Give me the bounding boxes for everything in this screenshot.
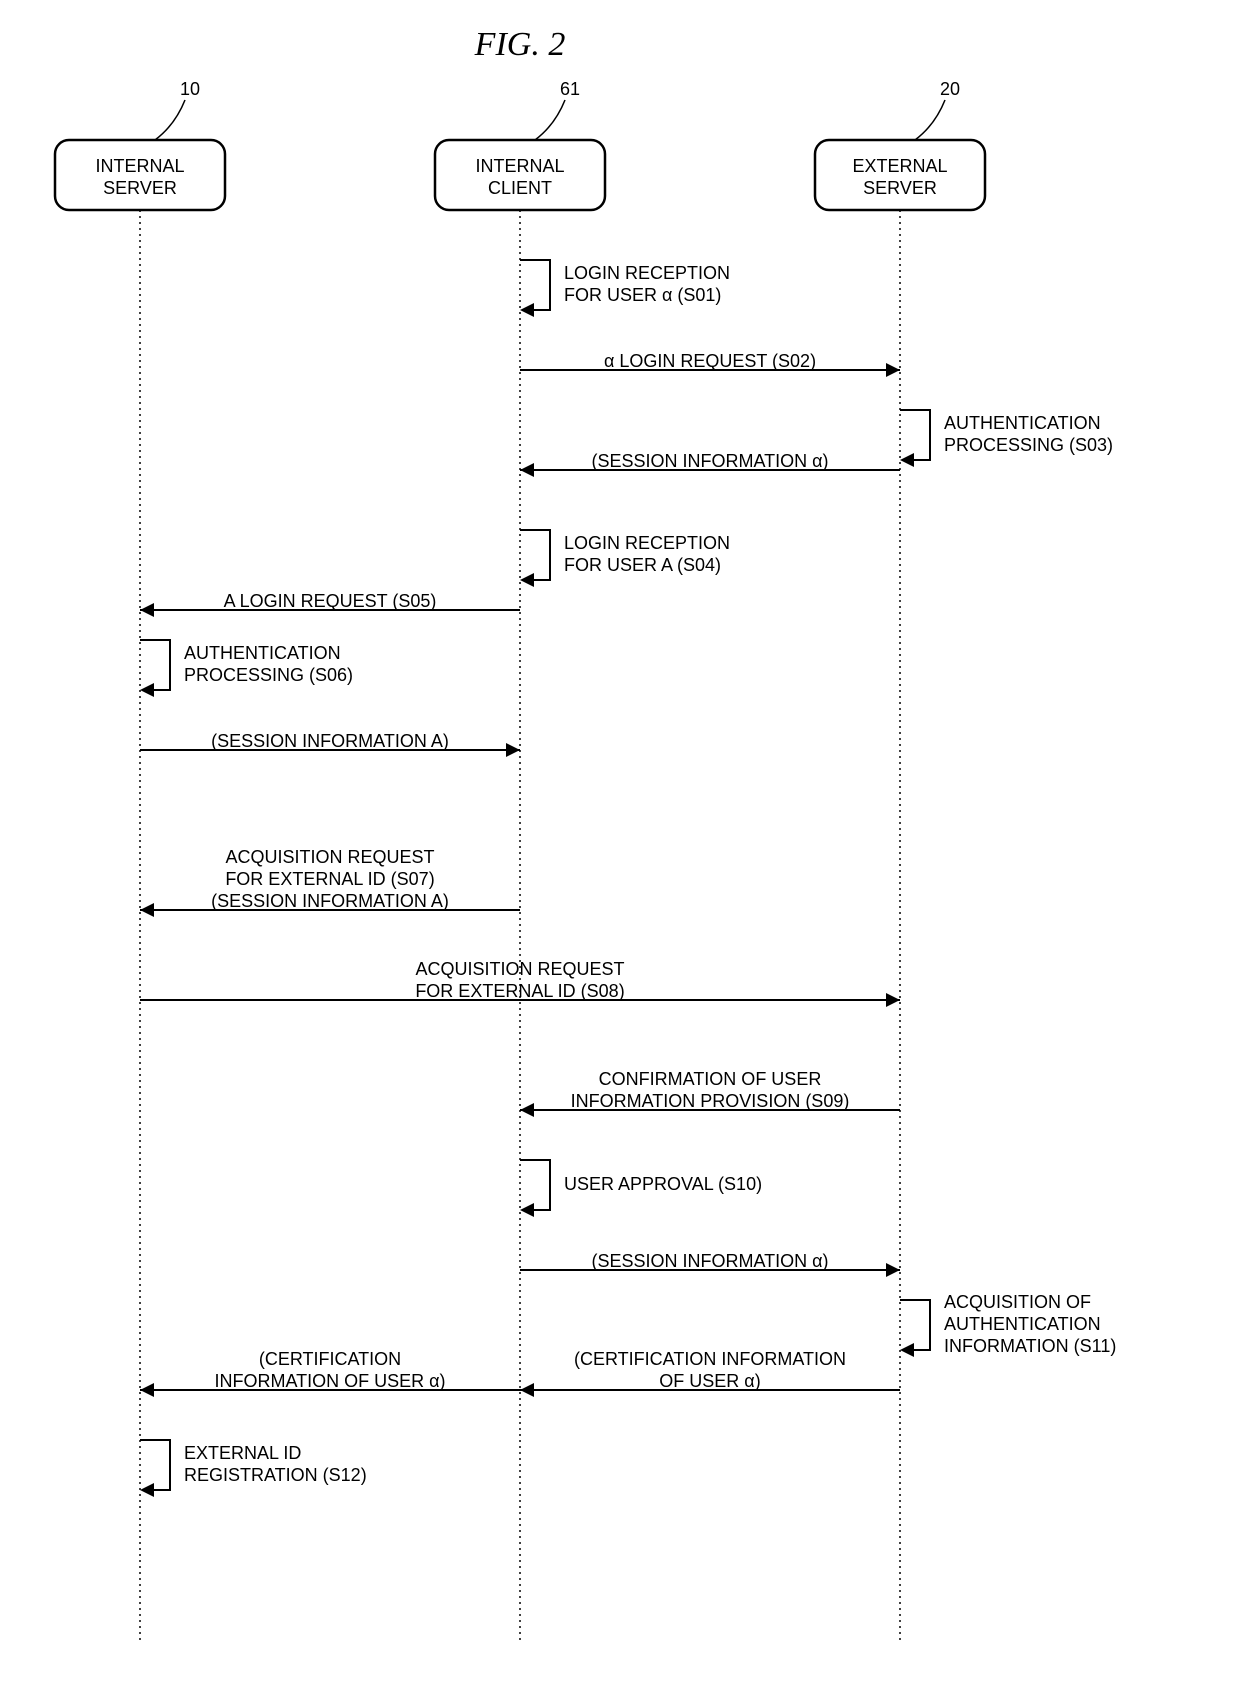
svg-text:INFORMATION OF USER α): INFORMATION OF USER α) (214, 1371, 445, 1391)
svg-text:INTERNAL: INTERNAL (475, 156, 564, 176)
svg-text:SERVER: SERVER (863, 178, 937, 198)
message-s11: ACQUISITION OFAUTHENTICATIONINFORMATION … (900, 1292, 1116, 1357)
svg-text:LOGIN RECEPTION: LOGIN RECEPTION (564, 533, 730, 553)
message-s11r1: (CERTIFICATION INFORMATIONOF USER α) (520, 1349, 900, 1397)
message-s09: CONFIRMATION OF USERINFORMATION PROVISIO… (520, 1069, 900, 1117)
svg-text:(SESSION INFORMATION α): (SESSION INFORMATION α) (591, 451, 828, 471)
svg-text:ACQUISITION OF: ACQUISITION OF (944, 1292, 1091, 1312)
svg-text:(CERTIFICATION: (CERTIFICATION (259, 1349, 401, 1369)
message-s02r: (SESSION INFORMATION α) (520, 451, 900, 477)
message-s05r: (SESSION INFORMATION A) (140, 731, 520, 757)
message-s02: α LOGIN REQUEST (S02) (520, 351, 900, 377)
svg-text:INFORMATION (S11): INFORMATION (S11) (944, 1336, 1116, 1356)
svg-text:EXTERNAL ID: EXTERNAL ID (184, 1443, 301, 1463)
svg-text:PROCESSING (S03): PROCESSING (S03) (944, 435, 1113, 455)
svg-text:20: 20 (940, 79, 960, 99)
message-s04: LOGIN RECEPTIONFOR USER A (S04) (520, 530, 730, 587)
svg-text:PROCESSING (S06): PROCESSING (S06) (184, 665, 353, 685)
svg-text:(SESSION INFORMATION α): (SESSION INFORMATION α) (591, 1251, 828, 1271)
message-s10: USER APPROVAL (S10) (520, 1160, 762, 1217)
svg-text:SERVER: SERVER (103, 178, 177, 198)
message-s01: LOGIN RECEPTIONFOR USER α (S01) (520, 260, 730, 317)
svg-text:EXTERNAL: EXTERNAL (852, 156, 947, 176)
message-s11r2: (CERTIFICATIONINFORMATION OF USER α) (140, 1349, 520, 1397)
message-s07: ACQUISITION REQUESTFOR EXTERNAL ID (S07)… (140, 847, 520, 917)
svg-text:FOR EXTERNAL ID (S07): FOR EXTERNAL ID (S07) (225, 869, 434, 889)
svg-text:61: 61 (560, 79, 580, 99)
svg-text:FOR USER A (S04): FOR USER A (S04) (564, 555, 721, 575)
svg-text:ACQUISITION REQUEST: ACQUISITION REQUEST (415, 959, 624, 979)
message-s08: ACQUISITION REQUESTFOR EXTERNAL ID (S08) (140, 959, 900, 1007)
message-s12: EXTERNAL IDREGISTRATION (S12) (140, 1440, 367, 1497)
figure-title: FIG. 2 (474, 26, 566, 63)
svg-text:INFORMATION PROVISION (S09): INFORMATION PROVISION (S09) (571, 1091, 850, 1111)
svg-text:LOGIN RECEPTION: LOGIN RECEPTION (564, 263, 730, 283)
svg-text:A LOGIN REQUEST (S05): A LOGIN REQUEST (S05) (224, 591, 437, 611)
message-s05: A LOGIN REQUEST (S05) (140, 591, 520, 617)
svg-text:OF USER α): OF USER α) (659, 1371, 760, 1391)
svg-text:USER APPROVAL (S10): USER APPROVAL (S10) (564, 1174, 762, 1194)
svg-text:(SESSION INFORMATION A): (SESSION INFORMATION A) (211, 731, 449, 751)
svg-text:FOR USER α (S01): FOR USER α (S01) (564, 285, 721, 305)
svg-text:AUTHENTICATION: AUTHENTICATION (944, 413, 1101, 433)
svg-text:CONFIRMATION OF USER: CONFIRMATION OF USER (599, 1069, 822, 1089)
svg-text:α LOGIN REQUEST (S02): α LOGIN REQUEST (S02) (604, 351, 816, 371)
svg-text:AUTHENTICATION: AUTHENTICATION (944, 1314, 1101, 1334)
svg-text:AUTHENTICATION: AUTHENTICATION (184, 643, 341, 663)
message-s03: AUTHENTICATIONPROCESSING (S03) (900, 410, 1113, 467)
svg-text:INTERNAL: INTERNAL (95, 156, 184, 176)
message-s06: AUTHENTICATIONPROCESSING (S06) (140, 640, 353, 697)
actor-external-server: 20 EXTERNALSERVER (815, 79, 985, 1640)
svg-text:FOR EXTERNAL ID (S08): FOR EXTERNAL ID (S08) (415, 981, 624, 1001)
sequence-diagram: FIG. 210INTERNALSERVER61INTERNALCLIENT20… (0, 0, 1240, 1695)
actor-internal-client: 61 INTERNALCLIENT (435, 79, 605, 1640)
svg-text:ACQUISITION REQUEST: ACQUISITION REQUEST (225, 847, 434, 867)
svg-text:10: 10 (180, 79, 200, 99)
svg-text:CLIENT: CLIENT (488, 178, 552, 198)
svg-text:(CERTIFICATION INFORMATION: (CERTIFICATION INFORMATION (574, 1349, 846, 1369)
message-s10r: (SESSION INFORMATION α) (520, 1251, 900, 1277)
svg-text:REGISTRATION (S12): REGISTRATION (S12) (184, 1465, 367, 1485)
actor-internal-server: 10 INTERNALSERVER (55, 79, 225, 1640)
svg-text:(SESSION INFORMATION A): (SESSION INFORMATION A) (211, 891, 449, 911)
